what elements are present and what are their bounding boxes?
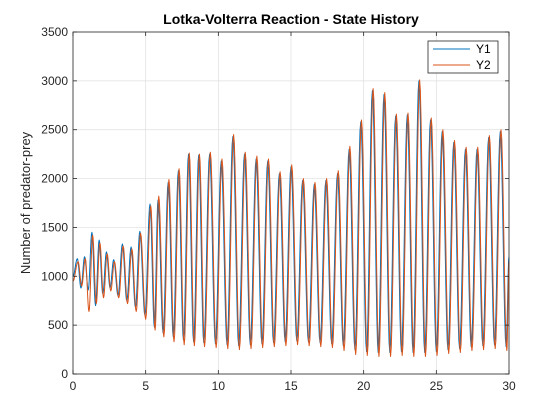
x-tick-label: 20 <box>357 379 371 393</box>
y-tick-label: 1000 <box>41 269 68 283</box>
legend-box <box>427 40 499 74</box>
series-line-y2 <box>72 79 510 357</box>
y-tick-label: 2000 <box>41 172 68 186</box>
y-tick-label: 1500 <box>41 220 68 234</box>
legend-label-y2: Y2 <box>476 58 491 72</box>
x-tick-label: 15 <box>284 379 298 393</box>
tick-layer: 0 5 10 15 20 25 30 0 500 1000 1500 2000 2500 3000 3500 <box>41 25 516 393</box>
chart-title: Lotka-Volterra Reaction - State History <box>163 11 419 27</box>
x-tick-label: 5 <box>142 379 149 393</box>
y-tick-label: 3500 <box>41 25 68 39</box>
legend-label-y1: Y1 <box>476 42 491 56</box>
x-tick-label: 0 <box>70 379 77 393</box>
x-tick-label: 30 <box>502 379 516 393</box>
x-tick-label: 25 <box>430 379 444 393</box>
y-tick-label: 0 <box>61 367 68 381</box>
y-tick-label: 2500 <box>41 123 68 137</box>
y-tick-label: 3000 <box>41 74 68 88</box>
y-axis-label: Number of predator-prey <box>18 131 33 274</box>
legend: Y1 Y2 <box>427 40 499 74</box>
y-tick-label: 500 <box>48 318 68 332</box>
x-tick-label: 10 <box>212 379 226 393</box>
series-layer <box>72 79 510 357</box>
